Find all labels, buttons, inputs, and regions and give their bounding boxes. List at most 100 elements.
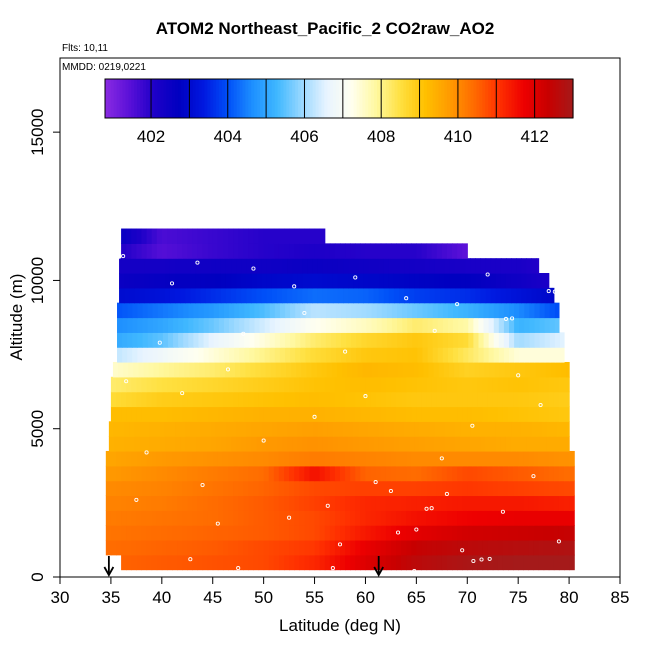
heatmap-cell	[207, 525, 214, 541]
heatmap-cell	[222, 465, 229, 482]
heatmap-cell	[467, 495, 473, 511]
heatmap-cell	[319, 525, 326, 541]
heatmap-cell	[452, 450, 458, 467]
heatmap-cell	[538, 391, 545, 408]
heatmap-cell	[233, 539, 239, 556]
colorbar-segment	[163, 79, 168, 118]
colorbar-segment	[189, 79, 194, 118]
heatmap-cell	[268, 465, 275, 482]
colorbar-segment	[467, 79, 472, 118]
colorbar-segment	[496, 79, 501, 118]
heatmap-cell	[315, 317, 322, 333]
heatmap-cell	[302, 421, 309, 437]
heatmap-cell	[490, 258, 497, 274]
heatmap-cell	[355, 525, 361, 541]
heatmap-cell	[205, 273, 212, 289]
heatmap-cell	[207, 376, 214, 393]
heatmap-cell	[518, 554, 524, 571]
heatmap-cell	[368, 258, 375, 274]
heatmap-cell	[543, 525, 550, 541]
heatmap-cell	[383, 421, 390, 437]
heatmap-cell	[502, 539, 509, 556]
heatmap-cell	[177, 554, 183, 571]
heatmap-cell	[536, 421, 543, 437]
heatmap-cell	[446, 465, 453, 482]
heatmap-cell	[412, 302, 418, 319]
heatmap-cell	[393, 421, 400, 437]
heatmap-cell	[558, 391, 565, 408]
heatmap-cell	[492, 539, 499, 556]
colorbar-segment	[397, 79, 402, 118]
heatmap-cell	[304, 510, 311, 526]
heatmap-cell	[417, 302, 424, 319]
heatmap-cell	[492, 391, 499, 408]
heatmap-cell	[241, 273, 247, 289]
heatmap-cell	[345, 406, 351, 422]
heatmap-cell	[234, 302, 240, 319]
heatmap-cell	[322, 436, 329, 452]
colorbar-segment	[508, 79, 513, 118]
colorbar-segment	[230, 79, 235, 118]
heatmap-cell	[197, 228, 204, 244]
heatmap-cell	[327, 287, 334, 304]
heatmap-cell	[446, 243, 453, 259]
heatmap-cell	[268, 510, 275, 526]
heatmap-cell	[157, 332, 164, 348]
heatmap-cell	[307, 421, 314, 437]
heatmap-cell	[458, 347, 464, 363]
heatmap-cell	[200, 287, 207, 304]
heatmap-cell	[173, 332, 179, 348]
heatmap-cell	[519, 302, 525, 319]
colorbar-segment	[268, 79, 273, 118]
heatmap-cell	[472, 450, 479, 467]
colorbar-segment	[453, 79, 457, 118]
heatmap-cell	[251, 287, 258, 304]
colorbar-segment	[388, 79, 393, 118]
heatmap-cell	[212, 554, 219, 571]
colorbar-segment	[368, 79, 372, 118]
heatmap-cell	[166, 391, 173, 408]
heatmap-cell	[126, 228, 132, 244]
heatmap-cell	[220, 287, 227, 304]
heatmap-cell	[485, 273, 492, 289]
colorbar-segment	[122, 79, 127, 118]
heatmap-cell	[390, 243, 397, 259]
heatmap-cell	[156, 554, 163, 571]
heatmap-cell	[462, 539, 468, 556]
heatmap-cell	[131, 495, 137, 511]
x-axis-title: Latitude (deg N)	[279, 616, 401, 635]
heatmap-cell	[294, 243, 300, 259]
heatmap-cell	[285, 317, 291, 333]
heatmap-cell	[253, 480, 260, 497]
heatmap-cell	[222, 243, 229, 259]
heatmap-cell	[182, 406, 188, 422]
heatmap-cell	[136, 495, 143, 511]
heatmap-cell	[256, 258, 263, 274]
heatmap-cell	[327, 421, 334, 437]
heatmap-cell	[564, 480, 570, 497]
heatmap-cell	[475, 258, 482, 274]
heatmap-cell	[228, 243, 234, 259]
heatmap-cell	[380, 406, 387, 422]
heatmap-cell	[548, 480, 555, 497]
colorbar-segment	[289, 79, 293, 118]
heatmap-cell	[322, 258, 329, 274]
heatmap-cell	[432, 332, 439, 348]
heatmap-cell	[210, 436, 217, 452]
heatmap-cell	[161, 554, 168, 571]
colorbar-segment	[321, 79, 325, 118]
heatmap-cell	[567, 436, 570, 452]
heatmap-cell	[263, 554, 270, 571]
heatmap-cell	[472, 480, 479, 497]
colorbar-segment	[488, 79, 492, 118]
heatmap-cell	[309, 450, 316, 467]
heatmap-cell	[355, 539, 361, 556]
colorbar-segment	[303, 79, 308, 118]
x-tick-label: 30	[51, 588, 70, 607]
heatmap-cell	[314, 376, 321, 393]
heatmap-cell	[281, 436, 288, 452]
heatmap-cell	[185, 258, 191, 274]
heatmap-cell	[528, 510, 535, 526]
heatmap-cell	[452, 510, 458, 526]
heatmap-cell	[175, 287, 181, 304]
